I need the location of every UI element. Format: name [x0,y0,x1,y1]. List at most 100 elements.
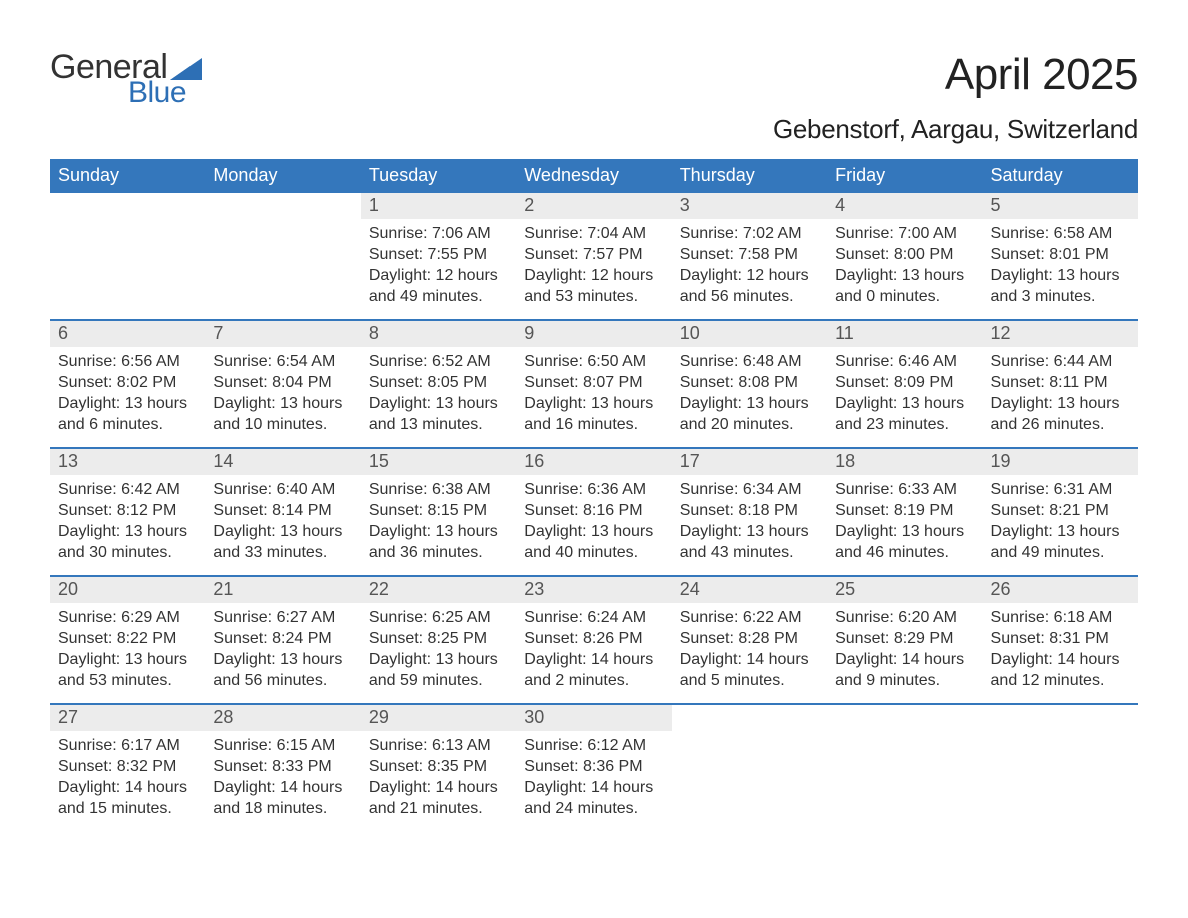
calendar-cell: 3Sunrise: 7:02 AMSunset: 7:58 PMDaylight… [672,193,827,319]
calendar-cell [827,705,982,831]
day-number: 19 [983,449,1138,475]
calendar-cell: 19Sunrise: 6:31 AMSunset: 8:21 PMDayligh… [983,449,1138,575]
daylight-text: Daylight: 13 hours and 59 minutes. [369,649,508,691]
daylight-text: Daylight: 13 hours and 13 minutes. [369,393,508,435]
calendar: Sunday Monday Tuesday Wednesday Thursday… [50,159,1138,831]
day-detail: Sunrise: 6:18 AMSunset: 8:31 PMDaylight:… [983,603,1138,697]
day-detail: Sunrise: 6:36 AMSunset: 8:16 PMDaylight:… [516,475,671,569]
calendar-cell: 6Sunrise: 6:56 AMSunset: 8:02 PMDaylight… [50,321,205,447]
daylight-text: Daylight: 14 hours and 2 minutes. [524,649,663,691]
sunrise-text: Sunrise: 6:24 AM [524,607,663,628]
sunset-text: Sunset: 8:12 PM [58,500,197,521]
calendar-cell: 22Sunrise: 6:25 AMSunset: 8:25 PMDayligh… [361,577,516,703]
sunrise-text: Sunrise: 6:54 AM [213,351,352,372]
day-detail: Sunrise: 6:38 AMSunset: 8:15 PMDaylight:… [361,475,516,569]
sunrise-text: Sunrise: 6:52 AM [369,351,508,372]
daylight-text: Daylight: 13 hours and 49 minutes. [991,521,1130,563]
sunrise-text: Sunrise: 6:15 AM [213,735,352,756]
sunrise-text: Sunrise: 6:27 AM [213,607,352,628]
day-detail: Sunrise: 7:00 AMSunset: 8:00 PMDaylight:… [827,219,982,313]
calendar-cell: 16Sunrise: 6:36 AMSunset: 8:16 PMDayligh… [516,449,671,575]
month-title: April 2025 [773,50,1138,100]
day-number: 29 [361,705,516,731]
weekday-label: Thursday [672,159,827,193]
sunrise-text: Sunrise: 6:40 AM [213,479,352,500]
calendar-week: 20Sunrise: 6:29 AMSunset: 8:22 PMDayligh… [50,575,1138,703]
day-detail: Sunrise: 6:29 AMSunset: 8:22 PMDaylight:… [50,603,205,697]
sunrise-text: Sunrise: 6:50 AM [524,351,663,372]
daylight-text: Daylight: 13 hours and 46 minutes. [835,521,974,563]
logo: General Blue [50,50,202,108]
sunset-text: Sunset: 8:08 PM [680,372,819,393]
sunrise-text: Sunrise: 7:00 AM [835,223,974,244]
calendar-cell: 13Sunrise: 6:42 AMSunset: 8:12 PMDayligh… [50,449,205,575]
day-number: 7 [205,321,360,347]
day-number: 8 [361,321,516,347]
sunrise-text: Sunrise: 6:34 AM [680,479,819,500]
daylight-text: Daylight: 13 hours and 3 minutes. [991,265,1130,307]
day-detail: Sunrise: 6:40 AMSunset: 8:14 PMDaylight:… [205,475,360,569]
sunset-text: Sunset: 8:16 PM [524,500,663,521]
sunrise-text: Sunrise: 7:02 AM [680,223,819,244]
calendar-cell: 28Sunrise: 6:15 AMSunset: 8:33 PMDayligh… [205,705,360,831]
sunrise-text: Sunrise: 6:48 AM [680,351,819,372]
day-detail: Sunrise: 6:48 AMSunset: 8:08 PMDaylight:… [672,347,827,441]
calendar-cell: 26Sunrise: 6:18 AMSunset: 8:31 PMDayligh… [983,577,1138,703]
day-number: 26 [983,577,1138,603]
daylight-text: Daylight: 13 hours and 10 minutes. [213,393,352,435]
sunset-text: Sunset: 8:18 PM [680,500,819,521]
calendar-cell: 14Sunrise: 6:40 AMSunset: 8:14 PMDayligh… [205,449,360,575]
day-detail: Sunrise: 6:42 AMSunset: 8:12 PMDaylight:… [50,475,205,569]
title-block: April 2025 Gebenstorf, Aargau, Switzerla… [773,50,1138,145]
day-number: 16 [516,449,671,475]
sunrise-text: Sunrise: 6:33 AM [835,479,974,500]
sunset-text: Sunset: 8:25 PM [369,628,508,649]
sunset-text: Sunset: 8:19 PM [835,500,974,521]
day-detail: Sunrise: 6:20 AMSunset: 8:29 PMDaylight:… [827,603,982,697]
day-detail: Sunrise: 6:12 AMSunset: 8:36 PMDaylight:… [516,731,671,825]
calendar-cell: 27Sunrise: 6:17 AMSunset: 8:32 PMDayligh… [50,705,205,831]
calendar-cell: 30Sunrise: 6:12 AMSunset: 8:36 PMDayligh… [516,705,671,831]
daylight-text: Daylight: 13 hours and 16 minutes. [524,393,663,435]
calendar-week: 6Sunrise: 6:56 AMSunset: 8:02 PMDaylight… [50,319,1138,447]
calendar-cell: 20Sunrise: 6:29 AMSunset: 8:22 PMDayligh… [50,577,205,703]
sunrise-text: Sunrise: 6:13 AM [369,735,508,756]
daylight-text: Daylight: 13 hours and 43 minutes. [680,521,819,563]
sunrise-text: Sunrise: 6:56 AM [58,351,197,372]
day-detail: Sunrise: 6:15 AMSunset: 8:33 PMDaylight:… [205,731,360,825]
daylight-text: Daylight: 14 hours and 18 minutes. [213,777,352,819]
weekday-label: Saturday [983,159,1138,193]
calendar-cell: 21Sunrise: 6:27 AMSunset: 8:24 PMDayligh… [205,577,360,703]
sunset-text: Sunset: 8:05 PM [369,372,508,393]
daylight-text: Daylight: 14 hours and 15 minutes. [58,777,197,819]
sunset-text: Sunset: 8:09 PM [835,372,974,393]
daylight-text: Daylight: 13 hours and 53 minutes. [58,649,197,691]
day-number: 6 [50,321,205,347]
day-detail: Sunrise: 6:25 AMSunset: 8:25 PMDaylight:… [361,603,516,697]
day-number: 15 [361,449,516,475]
calendar-cell [983,705,1138,831]
sunset-text: Sunset: 8:14 PM [213,500,352,521]
day-detail: Sunrise: 6:44 AMSunset: 8:11 PMDaylight:… [983,347,1138,441]
calendar-cell: 11Sunrise: 6:46 AMSunset: 8:09 PMDayligh… [827,321,982,447]
calendar-cell: 12Sunrise: 6:44 AMSunset: 8:11 PMDayligh… [983,321,1138,447]
daylight-text: Daylight: 13 hours and 56 minutes. [213,649,352,691]
day-detail: Sunrise: 7:04 AMSunset: 7:57 PMDaylight:… [516,219,671,313]
day-detail: Sunrise: 6:27 AMSunset: 8:24 PMDaylight:… [205,603,360,697]
weekday-label: Tuesday [361,159,516,193]
day-detail: Sunrise: 6:58 AMSunset: 8:01 PMDaylight:… [983,219,1138,313]
daylight-text: Daylight: 13 hours and 23 minutes. [835,393,974,435]
daylight-text: Daylight: 13 hours and 33 minutes. [213,521,352,563]
sunrise-text: Sunrise: 6:38 AM [369,479,508,500]
daylight-text: Daylight: 14 hours and 5 minutes. [680,649,819,691]
day-number: 5 [983,193,1138,219]
calendar-cell: 15Sunrise: 6:38 AMSunset: 8:15 PMDayligh… [361,449,516,575]
day-detail: Sunrise: 6:34 AMSunset: 8:18 PMDaylight:… [672,475,827,569]
day-number: 18 [827,449,982,475]
sunset-text: Sunset: 8:35 PM [369,756,508,777]
daylight-text: Daylight: 13 hours and 40 minutes. [524,521,663,563]
sunset-text: Sunset: 7:55 PM [369,244,508,265]
daylight-text: Daylight: 13 hours and 36 minutes. [369,521,508,563]
day-detail: Sunrise: 6:17 AMSunset: 8:32 PMDaylight:… [50,731,205,825]
calendar-cell: 17Sunrise: 6:34 AMSunset: 8:18 PMDayligh… [672,449,827,575]
